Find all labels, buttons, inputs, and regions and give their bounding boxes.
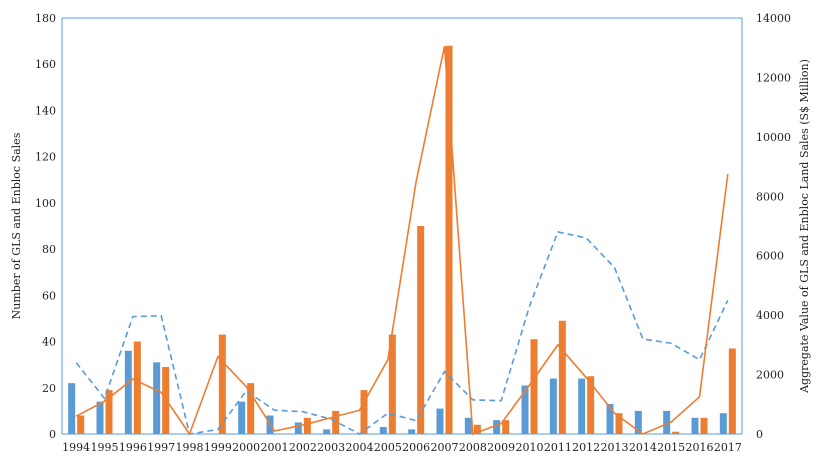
bar-series-1 [521, 385, 529, 434]
bar-series-2 [247, 383, 255, 434]
bar-series-2 [360, 390, 368, 434]
bar-series-1 [606, 403, 614, 434]
bar-series-2 [77, 415, 85, 434]
x-tick-label: 2005 [374, 441, 402, 454]
y2-tick-label: 10000 [756, 131, 791, 144]
y2-tick-label: 12000 [756, 71, 791, 84]
bar-series-1 [464, 417, 472, 434]
bar-series-1 [153, 362, 161, 434]
bar-series-1 [663, 410, 671, 434]
bar-series-2 [105, 390, 113, 434]
x-tick-label: 1997 [147, 441, 175, 454]
x-tick-label: 2017 [714, 441, 742, 454]
x-tick-label: 1994 [62, 441, 90, 454]
bar-series-2 [445, 45, 453, 434]
bar-series-1 [124, 350, 132, 434]
bar-series-2 [615, 413, 623, 434]
bar-series-2 [728, 348, 736, 434]
bar-series-1 [238, 401, 246, 434]
y2-tick-label: 2000 [756, 369, 784, 382]
bar-series-2 [700, 417, 708, 434]
bar-series-2 [417, 226, 425, 434]
x-tick-label: 2014 [629, 441, 657, 454]
y-tick-label: 100 [35, 197, 56, 210]
bar-series-1 [68, 383, 76, 434]
y2-tick-label: 6000 [756, 250, 784, 263]
x-tick-label: 2004 [346, 441, 374, 454]
y-tick-label: 20 [42, 382, 56, 395]
y-tick-label: 60 [42, 289, 56, 302]
y2-tick-label: 0 [756, 428, 763, 441]
y-tick-label: 0 [49, 428, 56, 441]
bar-series-1 [493, 420, 501, 434]
bar-series-2 [530, 339, 538, 434]
bar-series-1 [549, 378, 557, 434]
y2-tick-label: 4000 [756, 309, 784, 322]
bar-series-2 [502, 420, 510, 434]
line-series-solid [75, 46, 729, 436]
y-tick-label: 80 [42, 243, 56, 256]
x-tick-label: 1998 [176, 441, 204, 454]
bar-series-2 [388, 334, 396, 434]
x-tick-label: 2013 [601, 441, 629, 454]
x-tick-label: 1995 [91, 441, 119, 454]
y2-tick-label: 14000 [756, 12, 791, 25]
x-tick-label: 1999 [204, 441, 232, 454]
bar-series-2 [303, 417, 311, 434]
bar-series-1 [691, 417, 699, 434]
bar-series-2 [473, 424, 481, 434]
bar-series-2 [133, 341, 141, 434]
x-tick-label: 2008 [459, 441, 487, 454]
x-tick-label: 1996 [119, 441, 147, 454]
x-tick-label: 2007 [431, 441, 459, 454]
x-tick-label: 2015 [657, 441, 685, 454]
bar-series-1 [96, 401, 104, 434]
x-tick-label: 2000 [232, 441, 260, 454]
x-tick-label: 2009 [487, 441, 515, 454]
bar-series-1 [379, 427, 387, 434]
y2-axis-title: Aggregate Value of GLS and Enbloc Land S… [798, 59, 811, 394]
bar-series-1 [436, 408, 444, 434]
x-tick-label: 2001 [261, 441, 289, 454]
y-tick-label: 120 [35, 151, 56, 164]
y-tick-label: 140 [35, 104, 56, 117]
bar-series-1 [634, 410, 642, 434]
bar-series-2 [587, 376, 595, 434]
bar-series-1 [408, 429, 416, 434]
x-tick-label: 2011 [544, 441, 572, 454]
x-tick-label: 2010 [516, 441, 544, 454]
x-tick-label: 2003 [317, 441, 345, 454]
bar-series-2 [672, 431, 680, 434]
bar-series-1 [323, 429, 331, 434]
bar-series-1 [294, 422, 302, 434]
bar-series-2 [558, 320, 566, 434]
x-tick-label: 2002 [289, 441, 317, 454]
bar-series-2 [332, 410, 340, 434]
bar-series-1 [719, 413, 727, 434]
line-series-dashed [75, 231, 729, 435]
x-tick-label: 2006 [402, 441, 430, 454]
y2-tick-label: 8000 [756, 190, 784, 203]
y-axis-title: Number of GLS and Enbloc Sales [10, 132, 23, 319]
y-tick-label: 40 [42, 336, 56, 349]
bar-series-2 [162, 366, 170, 434]
x-tick-label: 2012 [572, 441, 600, 454]
y-tick-label: 160 [35, 58, 56, 71]
y-tick-label: 180 [35, 12, 56, 25]
x-tick-label: 2016 [686, 441, 714, 454]
bar-series-1 [578, 378, 586, 434]
bar-series-2 [218, 334, 226, 434]
